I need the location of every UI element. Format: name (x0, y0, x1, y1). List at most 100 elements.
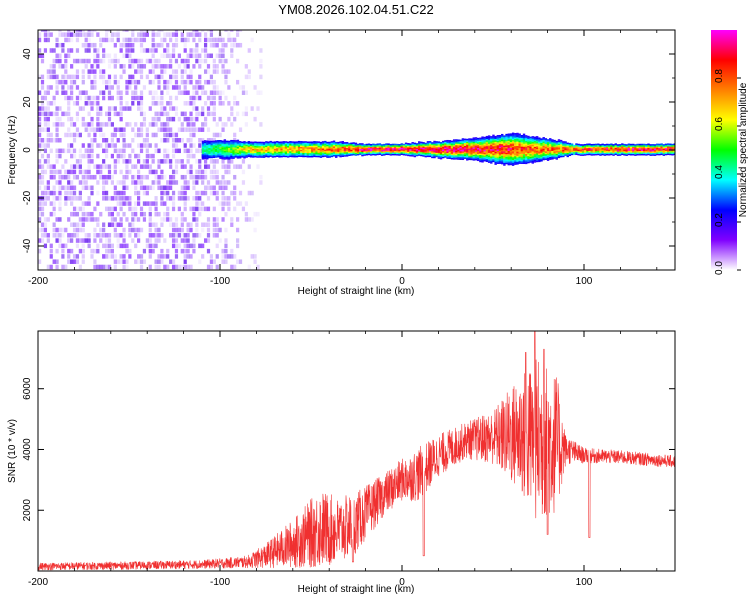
noise-cell (87, 238, 91, 243)
signal-cell (380, 151, 384, 154)
signal-cell (503, 141, 506, 143)
noise-cell (192, 53, 196, 59)
signal-cell (520, 162, 524, 164)
signal-cell (511, 154, 515, 156)
noise-cell (38, 148, 42, 154)
signal-cell (206, 149, 209, 151)
signal-cell (555, 158, 559, 160)
noise-cell (55, 85, 59, 90)
signal-cell (533, 143, 537, 146)
signal-cell (671, 148, 674, 150)
signal-cell (505, 149, 508, 152)
noise-cell (113, 264, 117, 270)
noise-cell (209, 30, 214, 32)
signal-cell (321, 146, 325, 149)
noise-cell (75, 238, 80, 243)
noise-cell (90, 185, 94, 191)
signal-cell (505, 154, 508, 156)
noise-cell (70, 116, 74, 122)
noise-cell (157, 42, 161, 48)
noise-cell (90, 101, 94, 106)
noise-cell (238, 42, 243, 48)
y-tick-label: 2000 (22, 499, 33, 522)
signal-cell (254, 154, 257, 156)
noise-cell (230, 111, 234, 117)
noise-cell (195, 48, 199, 53)
noise-cell (201, 174, 205, 180)
signal-cell (509, 154, 513, 157)
noise-cell (192, 64, 196, 69)
signal-cell (217, 141, 220, 144)
signal-cell (276, 151, 279, 153)
signal-cell (597, 144, 600, 147)
signal-cell (455, 150, 458, 153)
signal-cell (243, 151, 246, 153)
signal-cell (219, 140, 222, 142)
noise-cell (119, 127, 123, 132)
signal-cell (511, 151, 515, 153)
signal-cell (509, 143, 513, 146)
noise-cell (195, 53, 199, 59)
noise-cell (224, 248, 228, 254)
noise-cell (180, 174, 184, 180)
signal-cell (280, 155, 283, 158)
signal-cell (258, 141, 261, 144)
signal-cell (669, 147, 672, 150)
noise-cell (142, 201, 147, 206)
signal-cell (404, 142, 408, 145)
noise-cell (96, 64, 100, 69)
signal-cell (525, 162, 528, 165)
noise-cell (70, 248, 74, 254)
signal-cell (472, 141, 476, 144)
signal-cell (581, 144, 585, 146)
signal-cell (647, 146, 650, 148)
signal-cell (474, 144, 478, 147)
signal-cell (203, 140, 207, 142)
signal-cell (494, 154, 497, 157)
noise-cell (209, 159, 214, 164)
noise-cell (259, 180, 263, 185)
signal-cell (282, 149, 286, 152)
noise-cell (183, 259, 187, 264)
signal-cell (348, 151, 351, 154)
signal-cell (330, 144, 334, 146)
noise-cell (96, 180, 100, 185)
signal-cell (466, 153, 469, 155)
signal-cell (354, 151, 358, 153)
signal-cell (308, 154, 312, 157)
signal-cell (304, 154, 307, 156)
signal-cell (468, 151, 471, 153)
signal-cell (431, 146, 434, 149)
signal-cell (520, 159, 524, 162)
signal-cell (356, 145, 360, 147)
noise-cell (201, 243, 205, 249)
signal-cell (634, 148, 637, 151)
signal-cell (581, 149, 585, 152)
signal-cell (503, 155, 506, 158)
noise-cell (64, 159, 68, 164)
signal-cell (444, 143, 447, 145)
signal-cell (669, 152, 672, 154)
noise-cell (151, 30, 155, 32)
noise-cell (230, 122, 234, 127)
noise-cell (160, 138, 164, 143)
noise-cell (102, 148, 106, 154)
signal-cell (461, 141, 465, 143)
signal-cell (282, 142, 286, 145)
signal-cell (426, 141, 430, 143)
signal-cell (586, 146, 589, 149)
noise-cell (40, 101, 45, 106)
signal-cell (332, 153, 336, 156)
noise-cell (67, 53, 71, 59)
noise-cell (131, 180, 135, 185)
signal-cell (339, 145, 342, 148)
signal-cell (498, 159, 502, 162)
noise-cell (113, 58, 117, 64)
noise-cell (102, 74, 106, 80)
noise-cell (104, 32, 109, 37)
signal-cell (625, 149, 628, 152)
signal-cell (297, 148, 301, 150)
signal-cell (562, 145, 565, 148)
noise-cell (58, 64, 62, 69)
noise-cell (137, 32, 141, 37)
